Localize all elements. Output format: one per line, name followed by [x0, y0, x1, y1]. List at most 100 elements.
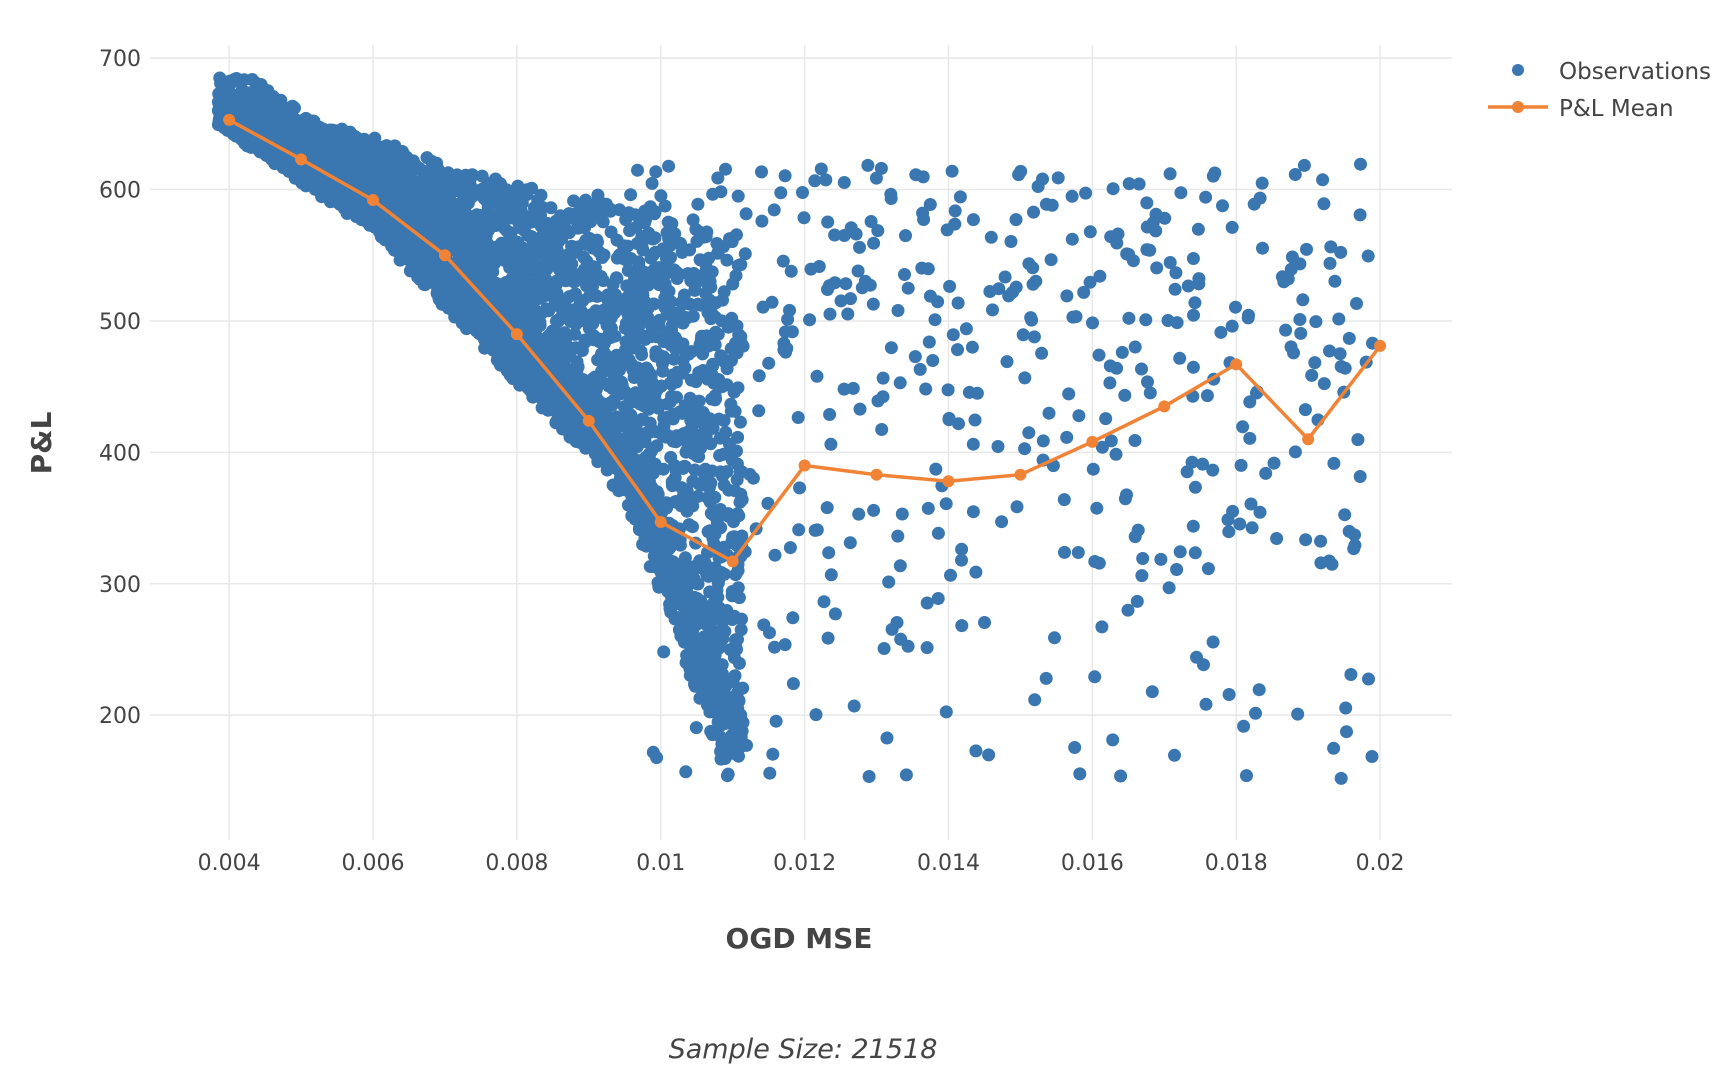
observation-point — [708, 338, 722, 352]
observation-point — [876, 371, 890, 385]
observation-point — [1024, 311, 1038, 325]
observation-point — [626, 455, 640, 469]
observation-point — [656, 498, 670, 512]
observation-point — [921, 262, 935, 276]
observation-point — [700, 225, 714, 239]
observation-point — [1004, 235, 1018, 248]
observation-point — [709, 699, 723, 713]
observation-point — [1186, 519, 1200, 533]
observation-point — [1079, 186, 1093, 200]
observation-point — [1009, 213, 1023, 227]
pnl-mean-point — [438, 249, 451, 262]
observation-point — [1191, 222, 1205, 236]
observation-point — [1014, 164, 1028, 178]
observation-point — [1185, 455, 1199, 469]
observation-point — [866, 297, 880, 311]
observation-point — [567, 303, 581, 317]
legend-item-pnl-mean[interactable]: P&L Mean — [1488, 96, 1674, 122]
observation-point — [464, 241, 478, 255]
observation-point — [639, 361, 653, 375]
observation-point — [703, 585, 717, 599]
observation-point — [335, 122, 349, 136]
x-tick-label: 0.014 — [917, 851, 980, 876]
observation-point — [683, 243, 697, 257]
observation-point — [475, 169, 489, 183]
observation-point — [740, 738, 753, 752]
observation-point — [1170, 563, 1184, 576]
observation-point — [861, 158, 875, 172]
observation-point — [1136, 552, 1150, 565]
observation-point — [893, 376, 907, 390]
observation-point — [657, 335, 671, 349]
observation-point — [514, 204, 528, 218]
observation-point — [1162, 581, 1176, 595]
observation-point — [767, 203, 781, 217]
observation-point — [713, 638, 727, 652]
observation-point — [459, 194, 473, 208]
observation-point — [633, 386, 647, 400]
x-tick-label: 0.012 — [773, 851, 836, 876]
observation-point — [893, 559, 907, 573]
observation-point — [1154, 552, 1168, 566]
pnl-mean-points — [223, 113, 1387, 568]
observation-point — [223, 74, 236, 88]
observation-point — [706, 728, 719, 742]
observation-point — [619, 213, 633, 227]
observation-point — [664, 395, 677, 409]
observation-point — [1240, 769, 1253, 783]
observation-point — [352, 208, 366, 222]
observation-point — [649, 165, 663, 179]
observation-point — [839, 277, 853, 291]
observation-point — [691, 577, 705, 591]
observation-point — [908, 350, 922, 364]
observation-point — [708, 490, 722, 504]
observation-point — [819, 173, 833, 187]
legend-item-observations[interactable]: Observations — [1512, 59, 1711, 85]
observation-point — [871, 224, 885, 238]
observation-point — [1296, 293, 1310, 307]
observation-point — [1361, 249, 1375, 263]
observation-point — [702, 618, 716, 632]
observation-point — [606, 292, 620, 306]
observation-point — [364, 209, 378, 223]
observation-point — [301, 129, 315, 143]
observation-point — [424, 177, 438, 191]
observation-point — [408, 258, 421, 272]
observation-point — [733, 415, 747, 429]
observation-point — [581, 394, 595, 408]
observation-point — [1186, 360, 1200, 374]
observation-point — [417, 277, 431, 291]
observation-point — [373, 172, 387, 186]
observation-point — [1199, 697, 1213, 711]
observation-point — [852, 507, 866, 521]
observation-point — [726, 530, 740, 544]
observation-point — [664, 566, 678, 579]
observation-point — [658, 199, 672, 213]
observation-point — [1180, 465, 1194, 479]
observation-point — [1196, 457, 1210, 471]
observation-point — [703, 421, 717, 435]
observation-point — [702, 569, 715, 583]
observation-point — [251, 85, 265, 99]
observation-point — [587, 333, 601, 347]
observation-point — [1066, 310, 1080, 324]
legend[interactable]: Observations P&L Mean — [1488, 59, 1711, 122]
observation-point — [728, 484, 742, 498]
observation-point — [1340, 725, 1353, 739]
observation-point — [1351, 433, 1365, 447]
pnl-mean-point — [1158, 400, 1171, 413]
observation-point — [638, 332, 652, 346]
observation-point — [817, 595, 831, 609]
observation-point — [1314, 534, 1328, 548]
observation-point — [966, 505, 980, 519]
observation-point — [607, 393, 621, 407]
y-tick-label: 200 — [99, 704, 141, 729]
observation-point — [755, 214, 769, 228]
observation-point — [408, 206, 422, 219]
observation-point — [995, 515, 1009, 529]
observation-point — [1253, 505, 1267, 519]
observation-point — [847, 699, 861, 713]
observation-point — [703, 669, 716, 683]
observation-point — [662, 232, 676, 246]
observation-point — [785, 325, 799, 339]
